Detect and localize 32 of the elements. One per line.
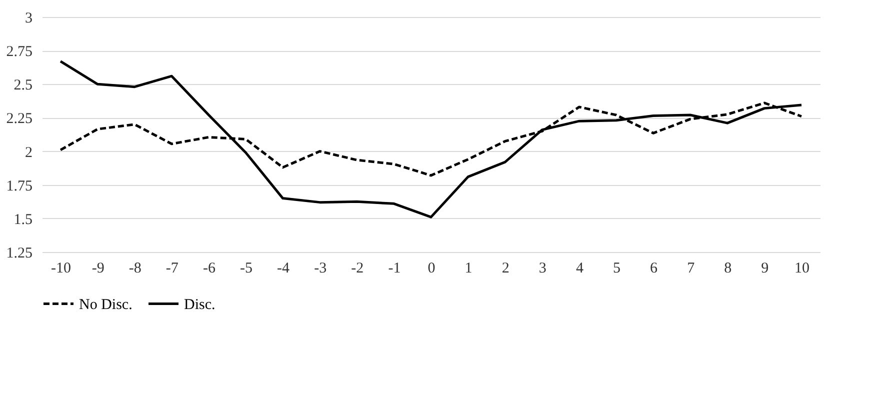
x-tick-label: 5: [612, 260, 620, 276]
y-tick-label: 1.75: [6, 178, 32, 194]
x-tick-label: -4: [277, 260, 290, 276]
y-tick-label: 1.5: [14, 212, 32, 228]
x-tick-label: 8: [724, 260, 732, 276]
y-tick-label: 2.75: [6, 44, 32, 60]
x-tick-label: 0: [428, 260, 436, 276]
x-tick-label: -5: [240, 260, 253, 276]
x-tick-label: -10: [51, 260, 72, 276]
x-tick-label: 4: [576, 260, 584, 276]
y-tick-label: 2.25: [6, 111, 32, 128]
x-tick-label: 7: [687, 260, 696, 276]
y-tick-label: 2: [25, 144, 32, 161]
x-tick-label: -1: [388, 260, 401, 276]
y-tick-label: 2.5: [14, 78, 32, 94]
legend-label: No Disc.: [79, 296, 132, 313]
x-tick-label: 9: [761, 260, 769, 276]
x-tick-label: 10: [794, 260, 810, 276]
x-tick-label: -3: [314, 260, 327, 276]
legend-label: Disc.: [184, 296, 216, 313]
x-tick-label: 3: [538, 260, 546, 276]
x-tick-label: -9: [92, 260, 104, 276]
x-tick-label: -8: [128, 260, 142, 276]
x-tick-label: -6: [202, 260, 216, 276]
x-tick-label: 6: [650, 260, 658, 276]
x-tick-label: -2: [351, 260, 364, 276]
y-tick-label: 1.25: [6, 246, 32, 262]
x-tick-label: 1: [464, 260, 472, 276]
line-series: [59, 60, 803, 218]
y-tick-label: 3: [25, 10, 32, 26]
x-tick-label: 2: [502, 260, 510, 276]
x-tick-label: -7: [166, 260, 179, 276]
